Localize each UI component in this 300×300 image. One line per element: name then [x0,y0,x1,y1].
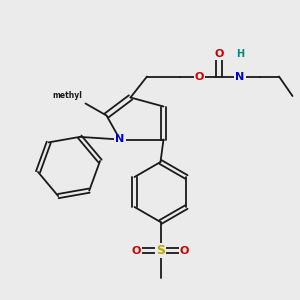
Text: N: N [236,71,244,82]
Text: O: O [132,245,141,256]
Text: N: N [116,134,124,145]
Text: O: O [214,49,224,59]
Text: H: H [236,49,244,59]
Text: methyl: methyl [52,92,83,100]
Text: O: O [180,245,189,256]
Text: O: O [195,71,204,82]
Text: S: S [156,244,165,257]
